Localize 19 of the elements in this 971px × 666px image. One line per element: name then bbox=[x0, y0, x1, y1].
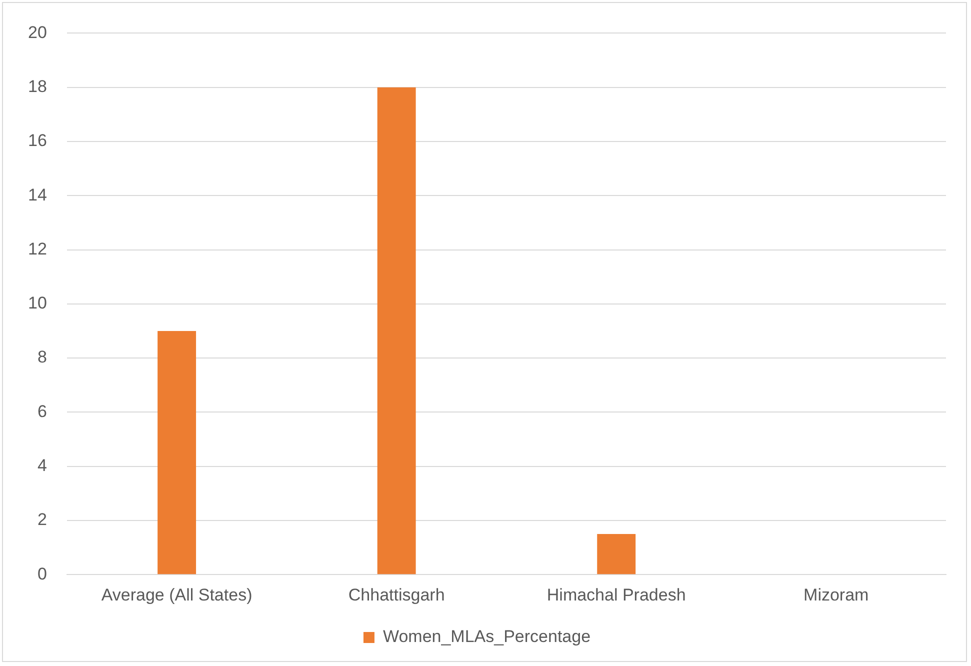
y-tick-label: 8 bbox=[37, 348, 47, 367]
x-tick-label: Chhattisgarh bbox=[348, 585, 445, 604]
bar bbox=[158, 330, 196, 574]
x-tick-label: Himachal Pradesh bbox=[546, 585, 686, 604]
x-tick-label: Mizoram bbox=[804, 585, 869, 604]
y-tick-label: 20 bbox=[28, 22, 47, 42]
y-tick-label: 2 bbox=[37, 510, 47, 530]
bar bbox=[597, 534, 636, 574]
y-tick-label: 10 bbox=[28, 294, 47, 313]
y-tick-label: 18 bbox=[28, 77, 47, 96]
legend-label: Women_MLAs_Percentage bbox=[382, 627, 591, 646]
x-tick-label: Average (All States) bbox=[101, 585, 252, 604]
y-tick-label: 0 bbox=[37, 564, 47, 584]
y-tick-label: 6 bbox=[37, 402, 47, 421]
y-tick-label: 12 bbox=[28, 239, 47, 258]
y-tick-label: 16 bbox=[28, 131, 47, 150]
bar bbox=[377, 87, 416, 574]
y-tick-label: 14 bbox=[28, 185, 47, 204]
y-tick-label: 4 bbox=[37, 456, 47, 476]
